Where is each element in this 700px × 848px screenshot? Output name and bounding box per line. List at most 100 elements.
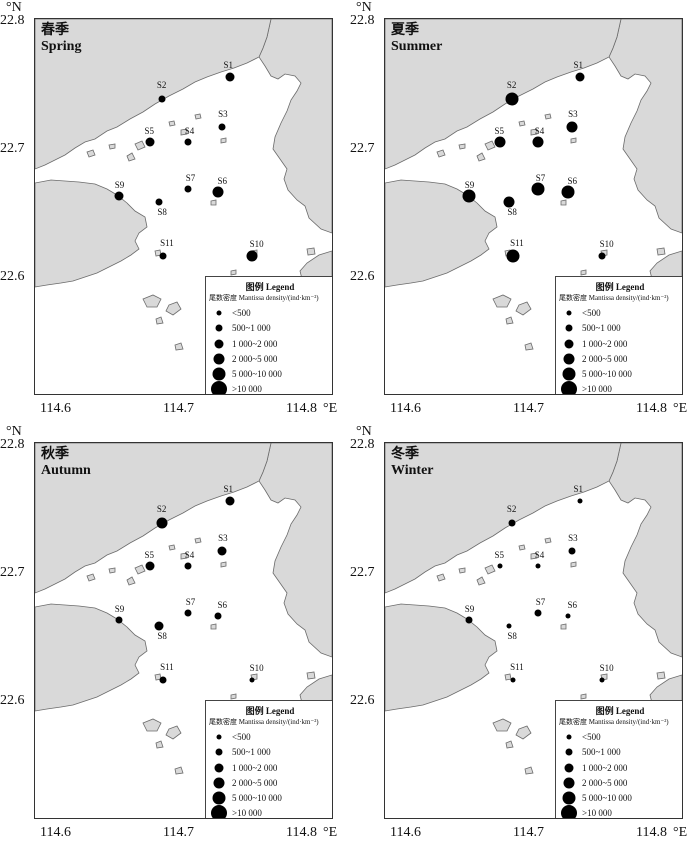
lat-tick-label: 22.6 bbox=[0, 269, 25, 284]
land-area bbox=[530, 128, 538, 136]
land-area bbox=[220, 561, 227, 568]
station-label-s5: S5 bbox=[144, 126, 155, 137]
land-area bbox=[570, 561, 577, 568]
station-label-s3: S3 bbox=[218, 532, 228, 543]
legend-label: 1 000~2 000 bbox=[582, 763, 628, 773]
legend-label: 5 000~10 000 bbox=[232, 793, 282, 803]
land-area bbox=[35, 19, 272, 170]
legend-subtitle: 尾数密度 Mantissa density/(ind·km⁻²) bbox=[209, 718, 319, 726]
station-marker-s1 bbox=[575, 72, 584, 82]
land-area bbox=[35, 443, 272, 594]
lon-tick-label: 114.8 bbox=[286, 825, 317, 840]
legend-symbol bbox=[566, 310, 572, 316]
station-label-s4: S4 bbox=[534, 126, 545, 137]
legend-item: <500 bbox=[556, 730, 682, 744]
land-area bbox=[306, 247, 316, 256]
station-marker-s6 bbox=[212, 186, 224, 198]
legend-label: 5 000~10 000 bbox=[232, 369, 282, 379]
station-label-s4: S4 bbox=[184, 126, 195, 137]
station-label-s9: S9 bbox=[114, 179, 125, 190]
land-area bbox=[492, 294, 512, 308]
legend-symbol bbox=[563, 353, 575, 365]
land-area bbox=[258, 19, 332, 234]
legend-symbol bbox=[216, 734, 222, 740]
legend-label: <500 bbox=[582, 308, 601, 318]
land-area bbox=[656, 247, 666, 256]
station-label-s10: S10 bbox=[599, 238, 614, 249]
legend-symbol bbox=[215, 324, 223, 332]
legend-item: 500~1 000 bbox=[556, 321, 682, 335]
legend-item: <500 bbox=[206, 730, 332, 744]
station-marker-s4 bbox=[532, 136, 544, 148]
legend-item: 500~1 000 bbox=[206, 321, 332, 335]
land-area bbox=[484, 564, 496, 575]
station-label-s10: S10 bbox=[249, 238, 264, 249]
station-marker-s11 bbox=[510, 677, 516, 683]
station-label-s5: S5 bbox=[494, 126, 505, 137]
station-marker-s11 bbox=[506, 249, 520, 263]
station-label-s7: S7 bbox=[185, 597, 196, 608]
legend-symbol bbox=[214, 763, 224, 773]
lon-tick-label: 114.7 bbox=[163, 825, 194, 840]
legend-symbol bbox=[212, 367, 226, 381]
legend-symbol bbox=[564, 763, 574, 773]
land-area bbox=[608, 19, 682, 234]
lat-tick-label: 22.7 bbox=[350, 565, 375, 580]
legend-item: 1 000~2 000 bbox=[556, 337, 682, 351]
station-label-s7: S7 bbox=[535, 173, 546, 184]
land-area bbox=[35, 179, 148, 288]
lon-tick-label: 114.7 bbox=[163, 401, 194, 416]
legend-title: 图例 Legend bbox=[245, 282, 295, 292]
station-marker-s7 bbox=[531, 182, 545, 196]
season-label: 秋季 Autumn bbox=[41, 447, 91, 479]
season-label: 春季 Spring bbox=[41, 23, 81, 55]
station-label-s4: S4 bbox=[534, 550, 545, 561]
legend-subtitle: 尾数密度 Mantissa density/(ind·km⁻²) bbox=[559, 294, 669, 302]
station-marker-s11 bbox=[159, 252, 167, 260]
station-marker-s9 bbox=[114, 191, 124, 201]
season-label-cn: 春季 bbox=[41, 23, 69, 38]
land-area bbox=[656, 671, 666, 680]
station-marker-s6 bbox=[561, 185, 575, 199]
station-marker-s6 bbox=[565, 613, 571, 619]
land-area bbox=[580, 269, 587, 276]
land-area bbox=[518, 120, 526, 127]
land-area bbox=[524, 766, 534, 775]
coastline-map bbox=[35, 19, 332, 390]
legend-item: 2 000~5 000 bbox=[556, 776, 682, 790]
land-area bbox=[108, 567, 116, 574]
land-area bbox=[385, 443, 622, 594]
station-label-s8: S8 bbox=[507, 631, 517, 642]
land-area bbox=[142, 294, 162, 308]
land-area bbox=[258, 443, 332, 658]
station-label-s2: S2 bbox=[506, 503, 517, 514]
station-marker-s8 bbox=[155, 198, 163, 206]
season-label: 夏季 Summer bbox=[391, 23, 442, 55]
lon-tick-label: 114.6 bbox=[390, 825, 421, 840]
station-marker-s2 bbox=[505, 92, 519, 106]
lon-tick-label: 114.8 bbox=[286, 401, 317, 416]
season-label: 冬季 Winter bbox=[391, 447, 434, 479]
station-marker-s10 bbox=[249, 677, 255, 683]
legend-symbol bbox=[565, 748, 573, 756]
land-area bbox=[385, 19, 622, 170]
station-label-s8: S8 bbox=[157, 207, 167, 218]
station-label-s6: S6 bbox=[567, 599, 577, 610]
map-frame: 夏季 Summer S1 S2 S3 S4 S5 S6 S7 S8 S9 S10 S11 图例 Legen… bbox=[384, 18, 683, 395]
land-area bbox=[194, 113, 202, 120]
season-label-en: Summer bbox=[391, 39, 443, 54]
legend-subtitle: 尾数密度 Mantissa density/(ind·km⁻²) bbox=[209, 294, 319, 302]
land-area bbox=[570, 137, 577, 144]
station-label-s2: S2 bbox=[156, 503, 167, 514]
land-area bbox=[168, 120, 176, 127]
map-panel-autumn: °N 22.8 22.7 22.6 秋季 Autumn S1 S2 S3 S4 S5 S6 S7 S8 S9… bbox=[0, 424, 350, 848]
land-area bbox=[230, 693, 237, 700]
land-area bbox=[530, 552, 538, 560]
land-area bbox=[515, 725, 532, 740]
lat-tick-label: 22.7 bbox=[0, 141, 25, 156]
lat-tick-label: 22.7 bbox=[0, 565, 25, 580]
station-marker-s1 bbox=[225, 496, 234, 506]
land-area bbox=[560, 623, 567, 630]
station-marker-s5 bbox=[145, 137, 155, 147]
legend-label: 500~1 000 bbox=[582, 323, 621, 333]
